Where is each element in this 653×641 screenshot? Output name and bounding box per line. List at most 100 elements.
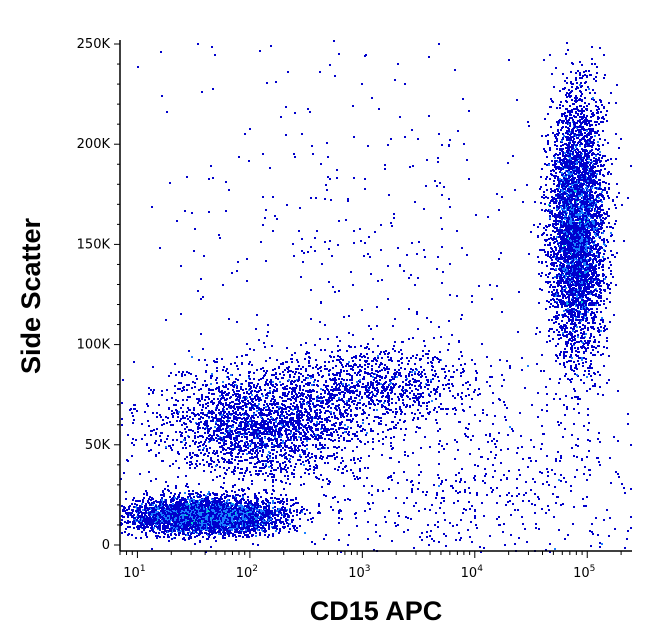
event-dot (314, 250, 316, 252)
event-dot (289, 374, 291, 376)
event-dot (597, 141, 599, 143)
event-dot (485, 473, 487, 475)
event-dot (561, 140, 563, 142)
event-dot (552, 305, 554, 307)
event-dot (265, 372, 267, 374)
event-dot (559, 107, 561, 109)
event-dot (573, 127, 575, 129)
event-dot (555, 262, 557, 264)
event-dot (478, 448, 480, 450)
event-dot (412, 369, 414, 371)
event-dot (283, 512, 285, 514)
event-dot (306, 444, 308, 446)
event-dot (496, 285, 498, 287)
event-dot (277, 467, 279, 469)
event-dot (573, 408, 575, 410)
event-dot (558, 529, 560, 531)
event-dot (356, 421, 358, 423)
event-dot (441, 445, 443, 447)
event-dot (258, 516, 260, 518)
event-dot (249, 504, 251, 506)
event-dot (249, 471, 251, 473)
event-dot (201, 409, 203, 411)
event-dot (408, 277, 410, 279)
event-dot (397, 63, 399, 65)
event-dot (137, 500, 139, 502)
event-dot (316, 364, 318, 366)
event-dot (265, 406, 267, 408)
event-dot (194, 543, 196, 545)
event-dot (431, 362, 433, 364)
event-dot (234, 437, 236, 439)
event-dot (361, 366, 363, 368)
event-dot (531, 503, 533, 505)
event-dot (174, 385, 176, 387)
event-dot (547, 244, 549, 246)
event-dot (172, 424, 174, 426)
event-dot (361, 430, 363, 432)
event-dot (562, 144, 564, 146)
event-dot (188, 436, 190, 438)
event-dot (346, 400, 348, 402)
event-dot (418, 241, 420, 243)
event-dot (490, 451, 492, 453)
event-dot (579, 77, 581, 79)
event-dot (300, 456, 302, 458)
event-dot (545, 261, 547, 263)
event-dot (170, 372, 172, 374)
event-dot (299, 518, 301, 520)
event-dot (586, 479, 588, 481)
event-dot (467, 388, 469, 390)
event-dot (436, 411, 438, 413)
event-dot (174, 497, 176, 499)
event-dot (275, 430, 277, 432)
event-dot (521, 516, 523, 518)
event-dot (601, 201, 603, 203)
event-dot (600, 311, 602, 313)
event-dot (554, 548, 556, 550)
event-dot (180, 435, 182, 437)
event-dot (576, 206, 578, 208)
event-dot (591, 367, 593, 369)
event-dot (593, 284, 595, 286)
event-dot (577, 351, 579, 353)
event-dot (527, 466, 529, 468)
event-dot (469, 453, 471, 455)
event-dot (286, 204, 288, 206)
event-dot (143, 529, 145, 531)
event-dot (554, 160, 556, 162)
event-dot (388, 510, 390, 512)
event-dot (237, 456, 239, 458)
event-dot (198, 389, 200, 391)
event-dot (608, 208, 610, 210)
event-dot (356, 374, 358, 376)
event-dot (434, 393, 436, 395)
event-dot (595, 276, 597, 278)
event-dot (613, 436, 615, 438)
event-dot (441, 228, 443, 230)
event-dot (486, 494, 488, 496)
event-dot (384, 364, 386, 366)
event-dot (442, 271, 444, 273)
event-dot (305, 460, 307, 462)
event-dot (365, 389, 367, 391)
event-dot (237, 393, 239, 395)
event-dot (276, 510, 278, 512)
event-dot (216, 370, 218, 372)
event-dot (630, 516, 632, 518)
event-dot (301, 506, 303, 508)
event-dot (455, 480, 457, 482)
event-dot (467, 436, 469, 438)
event-dot (556, 240, 558, 242)
event-dot (606, 213, 608, 215)
event-dot (319, 417, 321, 419)
event-dot (617, 473, 619, 475)
event-dot (615, 102, 617, 104)
event-dot (166, 422, 168, 424)
event-dot (575, 72, 577, 74)
event-dot (505, 504, 507, 506)
event-dot (540, 448, 542, 450)
event-dot (269, 460, 271, 462)
event-dot (247, 421, 249, 423)
event-dot (577, 336, 579, 338)
